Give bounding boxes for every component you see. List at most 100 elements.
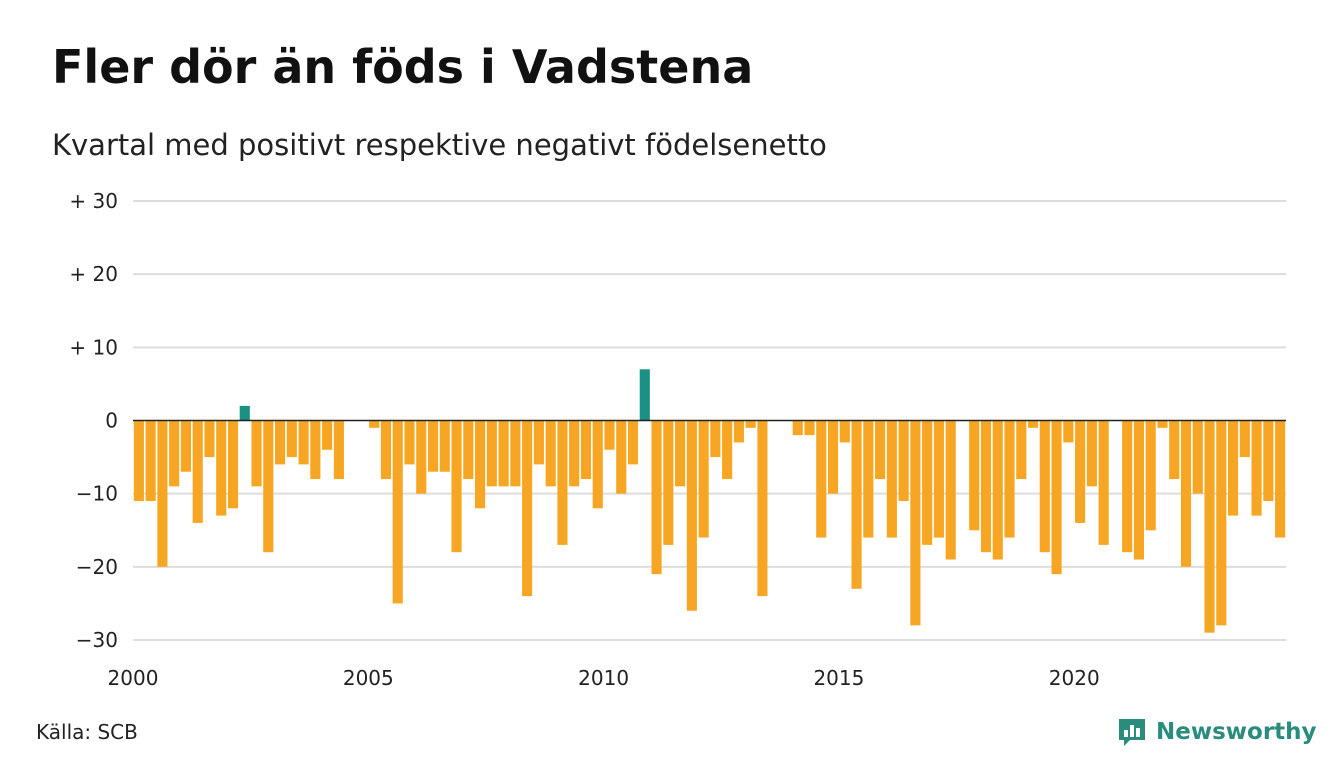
bar <box>569 420 580 487</box>
bar <box>1228 420 1239 516</box>
bar <box>145 420 156 501</box>
y-tick-label: + 10 <box>69 335 118 359</box>
bar <box>992 420 1003 560</box>
bar <box>204 420 215 458</box>
bar <box>369 420 380 428</box>
source-note: Källa: SCB <box>36 720 138 744</box>
bar <box>322 420 333 450</box>
bar <box>722 420 733 480</box>
bar <box>310 420 321 480</box>
y-tick-label: 0 <box>105 409 118 433</box>
bar <box>910 420 921 626</box>
bar <box>169 420 180 487</box>
bar-chart-speech-icon <box>1119 719 1145 746</box>
bar <box>675 420 686 487</box>
bar <box>404 420 415 465</box>
bar <box>651 420 662 575</box>
bar <box>510 420 521 487</box>
bar <box>839 420 850 443</box>
bar <box>427 420 439 472</box>
bar <box>180 420 191 472</box>
bar <box>604 420 615 450</box>
bar <box>804 420 815 436</box>
bar <box>451 420 462 553</box>
bar <box>157 420 168 567</box>
bar <box>757 420 768 597</box>
brand-logo: Newsworthy <box>1116 712 1317 752</box>
bar <box>416 420 427 494</box>
bar <box>227 420 239 509</box>
bar <box>1016 420 1027 480</box>
bar <box>1027 420 1039 428</box>
bar <box>616 420 627 494</box>
bar <box>1086 420 1097 487</box>
bar <box>522 420 533 597</box>
y-tick-label: −10 <box>76 482 118 506</box>
bar <box>663 420 674 545</box>
bar <box>239 405 250 421</box>
chart-subtitle: Kvartal med positivt respektive negativt… <box>52 128 827 162</box>
x-tick-label: 2010 <box>578 666 629 690</box>
bar <box>545 420 556 487</box>
y-tick-label: −20 <box>76 555 118 579</box>
bar <box>1051 420 1062 575</box>
bar <box>216 420 227 516</box>
bar <box>1239 420 1250 458</box>
bar <box>486 420 497 487</box>
bar <box>251 420 262 487</box>
bar <box>698 420 709 538</box>
bar <box>580 420 592 480</box>
bar <box>1039 420 1050 553</box>
bar <box>1192 420 1203 494</box>
chart-title: Fler dör än föds i Vadstena <box>52 40 754 94</box>
bar <box>380 420 392 480</box>
bar <box>710 420 721 458</box>
bar <box>745 420 756 428</box>
x-tick-label: 2000 <box>108 666 159 690</box>
bar <box>863 420 874 538</box>
bar <box>733 420 744 443</box>
bar <box>263 420 274 553</box>
bar <box>392 420 403 604</box>
bar <box>969 420 980 531</box>
bar <box>945 420 956 560</box>
bar <box>1275 420 1286 538</box>
bar <box>498 420 509 487</box>
bar <box>1169 420 1180 480</box>
bar <box>475 420 486 509</box>
bar <box>980 420 992 553</box>
bar <box>133 420 144 501</box>
bar <box>792 420 803 436</box>
bar <box>851 420 862 589</box>
bar <box>557 420 568 545</box>
bar <box>1004 420 1015 538</box>
y-tick-label: −30 <box>76 628 118 652</box>
x-tick-label: 2005 <box>343 666 394 690</box>
bar <box>286 420 297 458</box>
bar <box>875 420 886 480</box>
bar <box>1063 420 1074 443</box>
bar <box>1263 420 1274 501</box>
bar <box>686 420 697 611</box>
bar <box>298 420 309 465</box>
bar <box>1098 420 1109 545</box>
bar <box>922 420 933 545</box>
x-tick-label: 2015 <box>813 666 864 690</box>
bar <box>192 420 203 523</box>
bar <box>439 420 450 472</box>
x-tick-label: 2020 <box>1049 666 1100 690</box>
bar <box>898 420 909 501</box>
bar <box>627 420 639 465</box>
bar <box>1133 420 1144 560</box>
bar <box>827 420 839 494</box>
bar <box>533 420 544 465</box>
y-tick-label: + 30 <box>69 189 118 213</box>
bar <box>275 420 286 465</box>
bar <box>816 420 827 538</box>
bar <box>886 420 897 538</box>
bar <box>1157 420 1168 428</box>
bar <box>1204 420 1215 633</box>
bar <box>1145 420 1156 531</box>
bar <box>933 420 944 538</box>
bar <box>333 420 344 480</box>
